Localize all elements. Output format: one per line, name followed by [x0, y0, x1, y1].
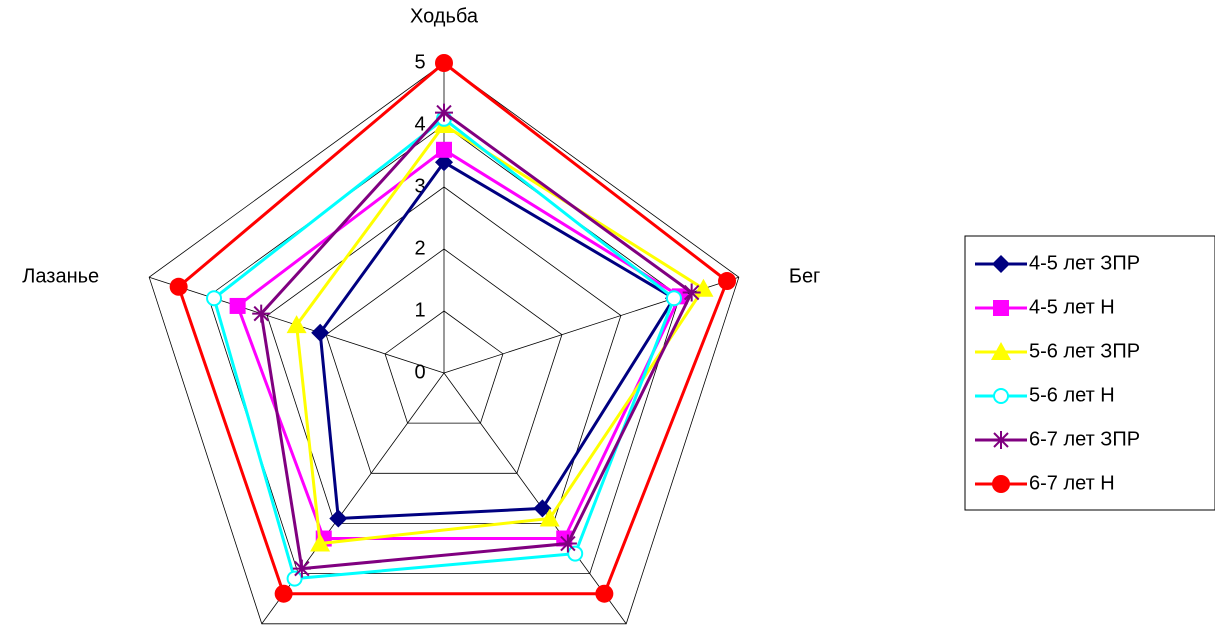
series-line [235, 147, 682, 541]
grid-line [384, 310, 504, 424]
category-label: Бег [789, 265, 821, 287]
marker [435, 54, 453, 72]
grid-line [207, 124, 681, 575]
marker [558, 534, 577, 553]
marker [435, 103, 453, 122]
series-line [318, 160, 677, 521]
r-tick-label: 2 [414, 237, 425, 259]
marker [993, 300, 1009, 316]
category-label: Лазанье [22, 265, 99, 287]
legend-label: 6-7 лет ЗПР [1029, 428, 1140, 450]
marker [665, 290, 682, 307]
marker [252, 304, 271, 323]
marker [539, 508, 560, 527]
marker [329, 509, 348, 528]
marker [992, 431, 1010, 449]
legend-box [964, 235, 1215, 511]
marker [992, 255, 1010, 273]
spoke [443, 372, 627, 625]
series-line [259, 110, 694, 571]
category-label: Ходьба [410, 5, 479, 27]
marker [567, 545, 584, 562]
marker [992, 475, 1010, 493]
series-line [212, 116, 676, 581]
marker [274, 584, 293, 603]
legend-label: 5-6 лет ЗПР [1029, 340, 1140, 362]
marker [292, 559, 311, 578]
r-tick-label: 5 [414, 51, 425, 73]
r-tick-label: 4 [414, 113, 425, 135]
legend-label: 6-7 лет Н [1029, 472, 1115, 494]
r-tick-label: 1 [414, 299, 425, 321]
legend-label: 4-5 лет ЗПР [1029, 252, 1140, 274]
marker [310, 533, 331, 552]
marker [595, 584, 614, 603]
marker [286, 570, 303, 587]
grid-line [148, 62, 740, 625]
legend-label: 5-6 лет Н [1029, 384, 1115, 406]
marker [311, 323, 330, 342]
marker [718, 272, 737, 291]
marker [286, 315, 307, 334]
marker [533, 499, 552, 518]
grid-line [325, 248, 563, 474]
spoke [261, 372, 445, 625]
marker [991, 342, 1011, 360]
series-line [295, 122, 706, 546]
legend-label: 4-5 лет Н [1029, 296, 1115, 318]
series-line [176, 61, 729, 596]
marker [206, 290, 223, 307]
r-tick-label: 0 [414, 361, 425, 383]
marker [993, 388, 1009, 404]
grid-line [266, 186, 622, 524]
marker [229, 297, 246, 314]
marker [436, 141, 452, 158]
marker [682, 283, 701, 302]
r-tick-label: 3 [414, 175, 425, 197]
marker [169, 277, 188, 296]
